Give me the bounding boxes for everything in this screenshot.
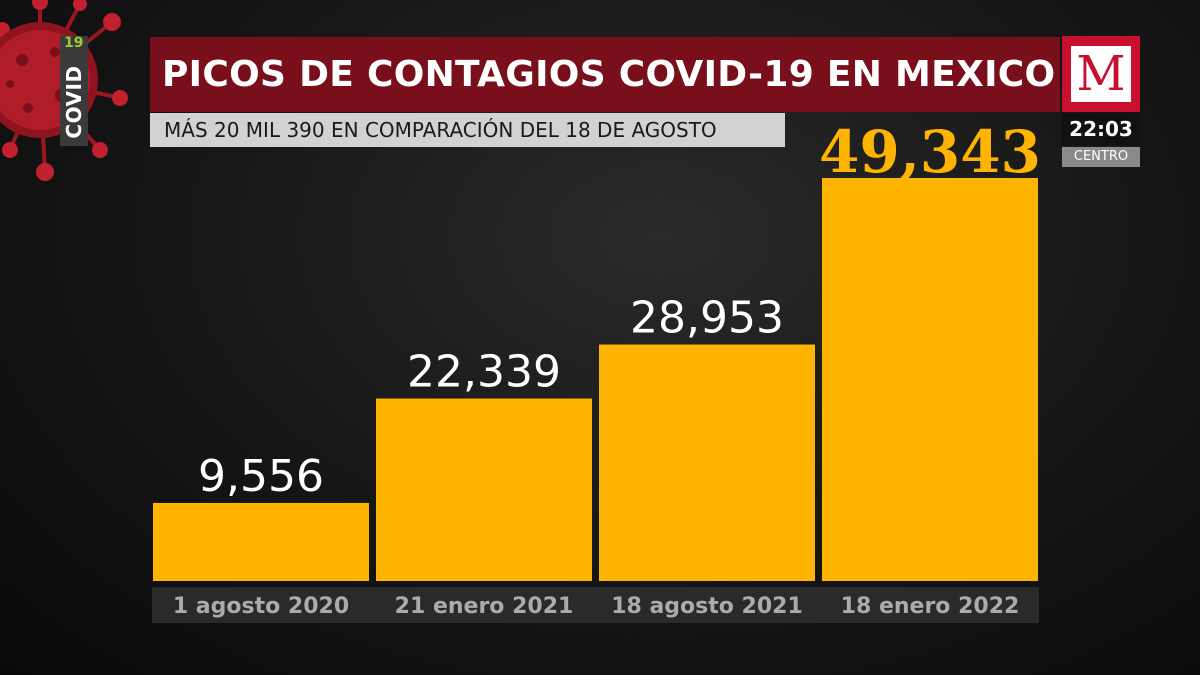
bar [822,178,1038,581]
data-label: 9,556 [198,451,324,502]
bar [599,345,815,581]
bar-chart: 9,556 1 agosto 2020 22,339 21 enero 2021 28,… [0,0,1200,675]
bar [153,503,369,581]
data-label-highlight: 49,343 [819,118,1041,186]
data-label: 28,953 [630,293,784,344]
x-tick-label: 1 agosto 2020 [173,594,349,619]
data-label: 22,339 [407,347,561,398]
x-tick-label: 18 enero 2022 [841,594,1020,619]
x-tick-label: 18 agosto 2021 [611,594,803,619]
x-tick-label: 21 enero 2021 [395,594,574,619]
bar [376,399,592,581]
